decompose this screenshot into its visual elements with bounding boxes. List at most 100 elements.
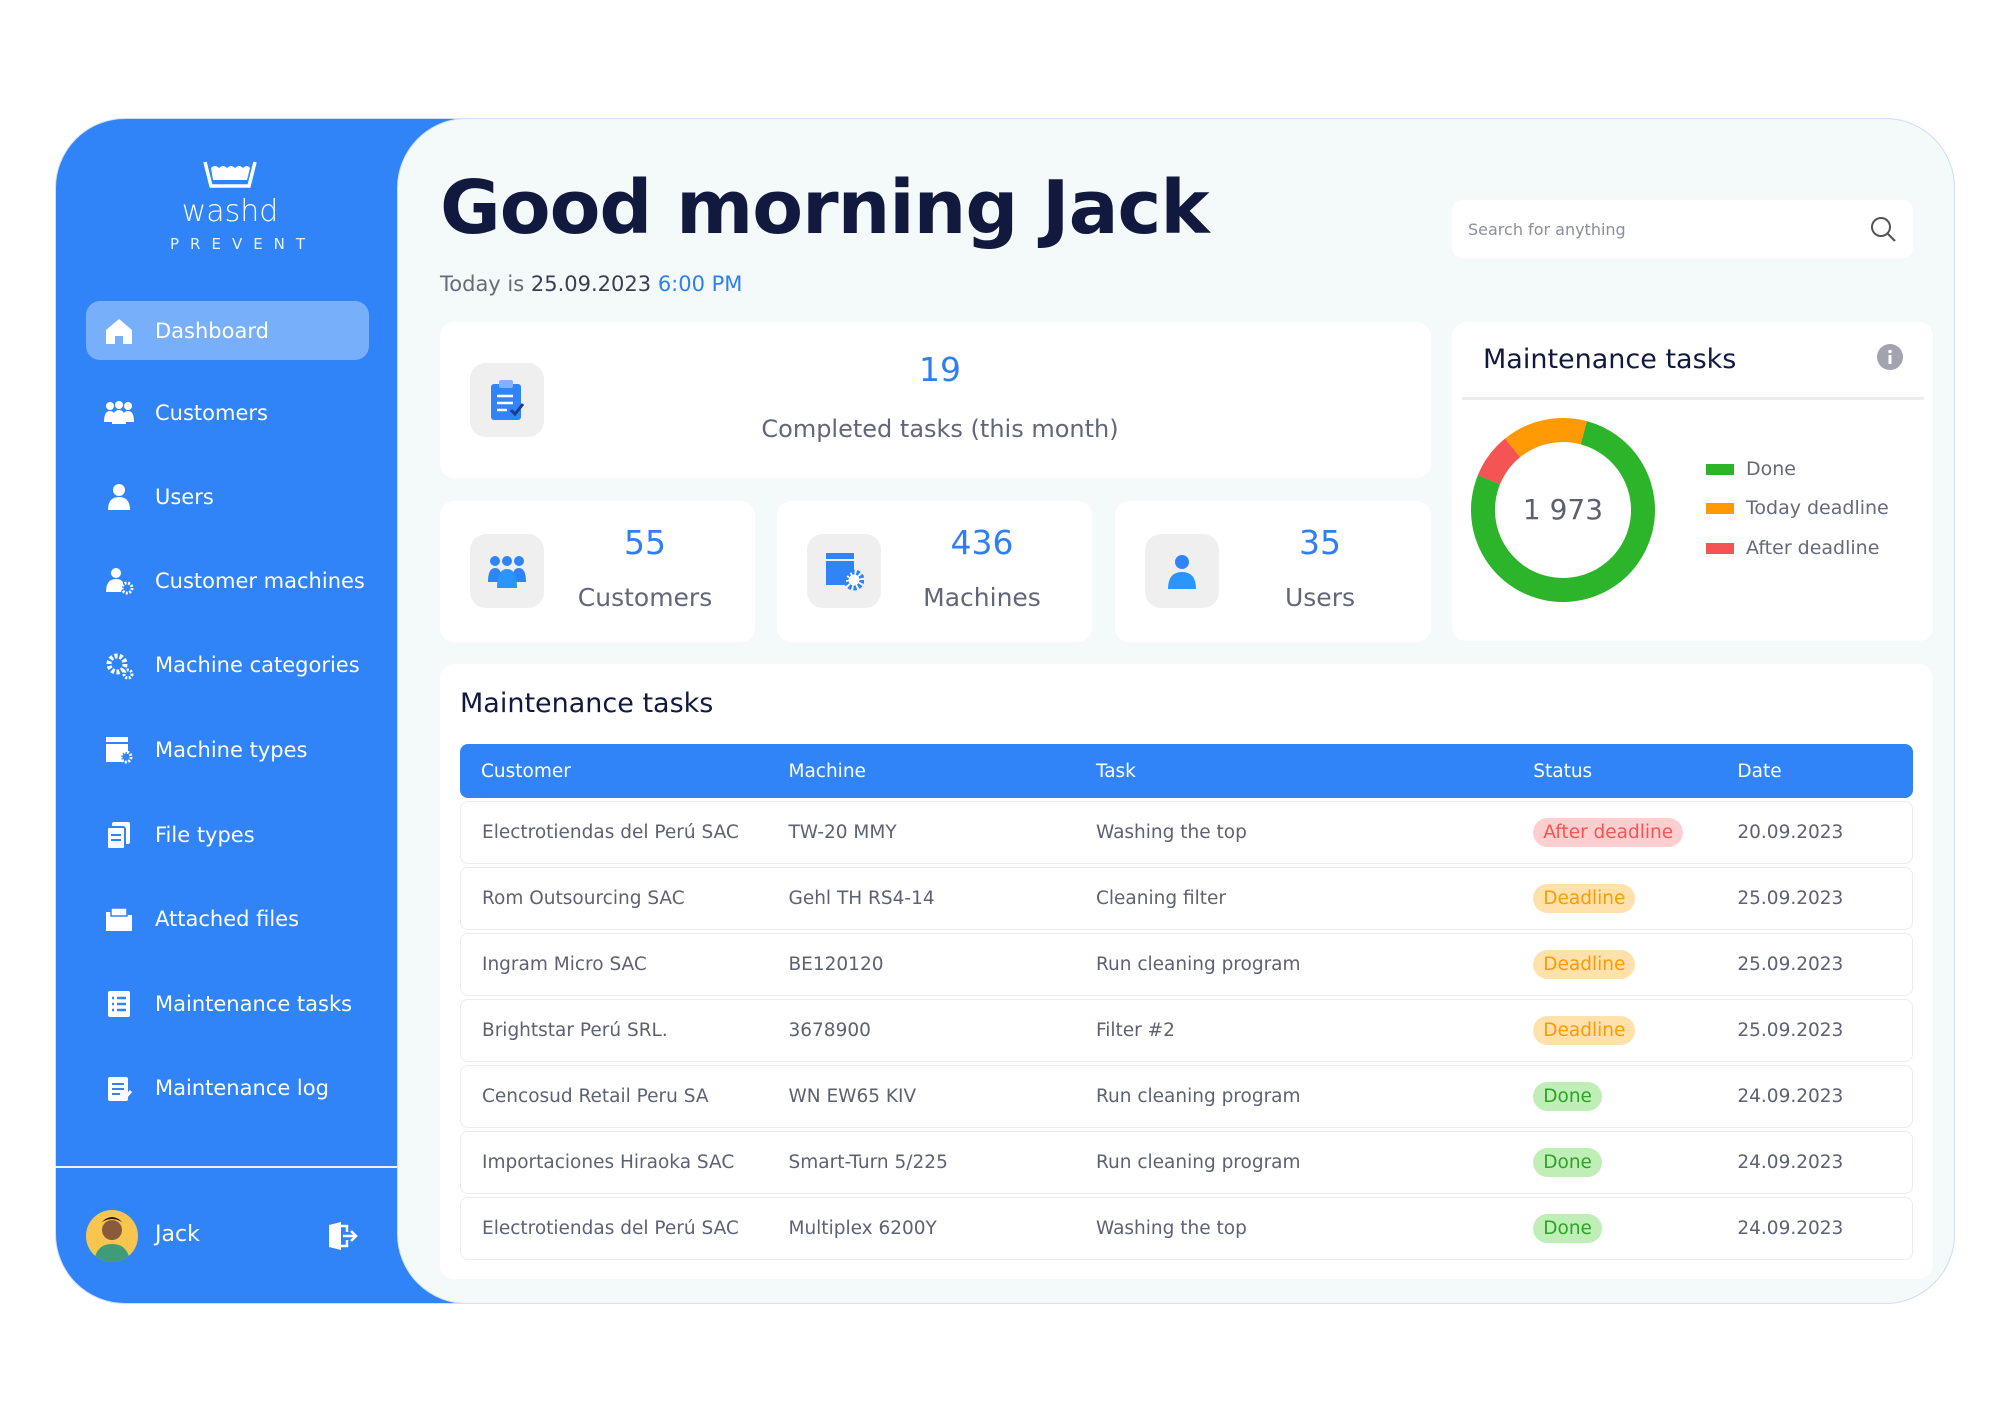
sidebar-item-machine-types[interactable]: Machine types — [86, 720, 369, 779]
cell-date: 20.09.2023 — [1716, 801, 1913, 864]
cell-date: 25.09.2023 — [1716, 933, 1913, 996]
cell-status: Deadline — [1512, 999, 1717, 1062]
home-icon — [106, 318, 132, 344]
cell-status: Done — [1512, 1065, 1717, 1128]
legend-today-deadline: Today deadline — [1706, 497, 1889, 519]
cell-date: 24.09.2023 — [1716, 1197, 1913, 1260]
customers-label: Customers — [577, 583, 713, 612]
cell-machine: 3678900 — [767, 999, 1075, 1062]
files-icon — [106, 821, 130, 850]
users-group-icon — [470, 534, 544, 608]
legend-label: Done — [1746, 458, 1796, 480]
sidebar-item-file-types[interactable]: File types — [86, 805, 369, 864]
status-badge: Deadline — [1533, 950, 1636, 979]
cell-date: 24.09.2023 — [1716, 1131, 1913, 1194]
status-badge: After deadline — [1533, 818, 1684, 847]
search-box[interactable] — [1452, 200, 1913, 258]
sidebar-item-label: Machine types — [155, 737, 308, 762]
wash-basin-icon — [203, 161, 257, 188]
column-header[interactable]: Task — [1074, 744, 1513, 798]
cell-status: Deadline — [1512, 867, 1717, 930]
users-label: Users — [1284, 583, 1355, 612]
search-icon[interactable] — [1869, 215, 1897, 243]
sidebar-item-customers[interactable]: Customers — [86, 383, 369, 442]
logout-icon[interactable] — [326, 1220, 358, 1252]
user-name: Jack — [155, 1222, 200, 1247]
cell-customer: Ingram Micro SAC — [460, 933, 768, 996]
sidebar-item-machine-categories[interactable]: Machine categories — [86, 635, 369, 694]
sidebar-item-users[interactable]: Users — [86, 467, 369, 526]
customers-stat-card[interactable]: 55 Customers — [440, 501, 755, 642]
legend-swatch — [1706, 502, 1734, 514]
clipboard-icon — [470, 363, 544, 437]
table-row[interactable]: Importaciones Hiraoka SAC Smart-Turn 5/22… — [460, 1131, 1913, 1194]
table-row[interactable]: Cencosud Retail Peru SA WN EW65 KIV Run cl… — [460, 1065, 1913, 1128]
legend-swatch — [1706, 542, 1734, 554]
cell-machine: WN EW65 KIV — [767, 1065, 1075, 1128]
sidebar-item-maintenance-log[interactable]: Maintenance log — [86, 1058, 369, 1117]
cell-task: Washing the top — [1074, 801, 1513, 864]
avatar[interactable] — [86, 1210, 138, 1262]
sidebar-item-label: Dashboard — [155, 318, 269, 343]
cell-status: Done — [1512, 1131, 1717, 1194]
sidebar-divider — [55, 1166, 397, 1168]
column-header[interactable]: Status — [1512, 744, 1717, 798]
cell-customer: Importaciones Hiraoka SAC — [460, 1131, 768, 1194]
status-badge: Done — [1533, 1148, 1602, 1177]
window-gear-icon — [807, 534, 881, 608]
search-input[interactable] — [1468, 219, 1848, 239]
cell-status: Deadline — [1512, 933, 1717, 996]
user-icon — [1145, 534, 1219, 608]
column-header[interactable]: Customer — [460, 744, 768, 798]
sidebar-item-customer-machines[interactable]: Customer machines — [86, 551, 369, 610]
table-row[interactable]: Brightstar Perú SRL. 3678900 Filter #2 Dead… — [460, 999, 1913, 1062]
table-title: Maintenance tasks — [460, 688, 714, 719]
machines-stat-card[interactable]: 436 Machines — [777, 501, 1092, 642]
cell-machine: TW-20 MMY — [767, 801, 1075, 864]
table-row[interactable]: Electrotiendas del Perú SAC TW-20 MMY Wash… — [460, 801, 1913, 864]
completed-tasks-card: 19 Completed tasks (this month) — [440, 322, 1431, 478]
users-count: 35 — [1299, 523, 1341, 562]
donut-total: 1 973 — [1522, 493, 1604, 526]
clipboard-icon — [108, 1076, 133, 1101]
cell-date: 25.09.2023 — [1716, 999, 1913, 1062]
date-prefix: Today is — [440, 272, 531, 296]
table-row[interactable]: Ingram Micro SAC BE120120 Run cleaning pro… — [460, 933, 1913, 996]
legend-swatch — [1706, 463, 1734, 475]
sidebar-item-label: Attached files — [155, 906, 300, 931]
donut-segment-today[interactable] — [1463, 410, 1663, 610]
legend-after-deadline: After deadline — [1706, 537, 1879, 559]
sidebar-item-dashboard[interactable]: Dashboard — [86, 301, 369, 360]
cell-task: Washing the top — [1074, 1197, 1513, 1260]
cell-machine: Gehl TH RS4-14 — [767, 867, 1075, 930]
table-row[interactable]: Electrotiendas del Perú SAC Multiplex 620… — [460, 1197, 1913, 1260]
sidebar-item-maintenance-tasks[interactable]: Maintenance tasks — [86, 974, 369, 1033]
info-icon[interactable] — [1877, 344, 1903, 370]
machines-label: Machines — [923, 583, 1041, 612]
window-gear-icon — [106, 736, 133, 763]
column-header[interactable]: Date — [1716, 744, 1913, 798]
status-badge: Done — [1533, 1082, 1602, 1111]
legend-done: Done — [1706, 458, 1796, 480]
cell-status: After deadline — [1512, 801, 1717, 864]
date-line: Today is 25.09.2023 6:00 PM — [440, 272, 742, 296]
legend-label: Today deadline — [1746, 497, 1889, 519]
folder-icon — [106, 906, 132, 931]
cell-date: 24.09.2023 — [1716, 1065, 1913, 1128]
cell-customer: Electrotiendas del Perú SAC — [460, 801, 768, 864]
cell-task: Filter #2 — [1074, 999, 1513, 1062]
cell-task: Run cleaning program — [1074, 933, 1513, 996]
users-group-icon — [104, 400, 134, 424]
customers-count: 55 — [624, 523, 666, 562]
sidebar-item-attached-files[interactable]: Attached files — [86, 889, 369, 948]
sidebar-item-label: Machine categories — [155, 652, 360, 677]
column-header[interactable]: Machine — [767, 744, 1075, 798]
user-gear-icon — [106, 567, 134, 594]
cell-customer: Electrotiendas del Perú SAC — [460, 1197, 768, 1260]
table-row[interactable]: Rom Outsourcing SAC Gehl TH RS4-14 Cleanin… — [460, 867, 1913, 930]
cell-date: 25.09.2023 — [1716, 867, 1913, 930]
status-badge: Deadline — [1533, 884, 1636, 913]
users-stat-card[interactable]: 35 Users — [1115, 501, 1431, 642]
cell-customer: Cencosud Retail Peru SA — [460, 1065, 768, 1128]
cell-task: Run cleaning program — [1074, 1065, 1513, 1128]
